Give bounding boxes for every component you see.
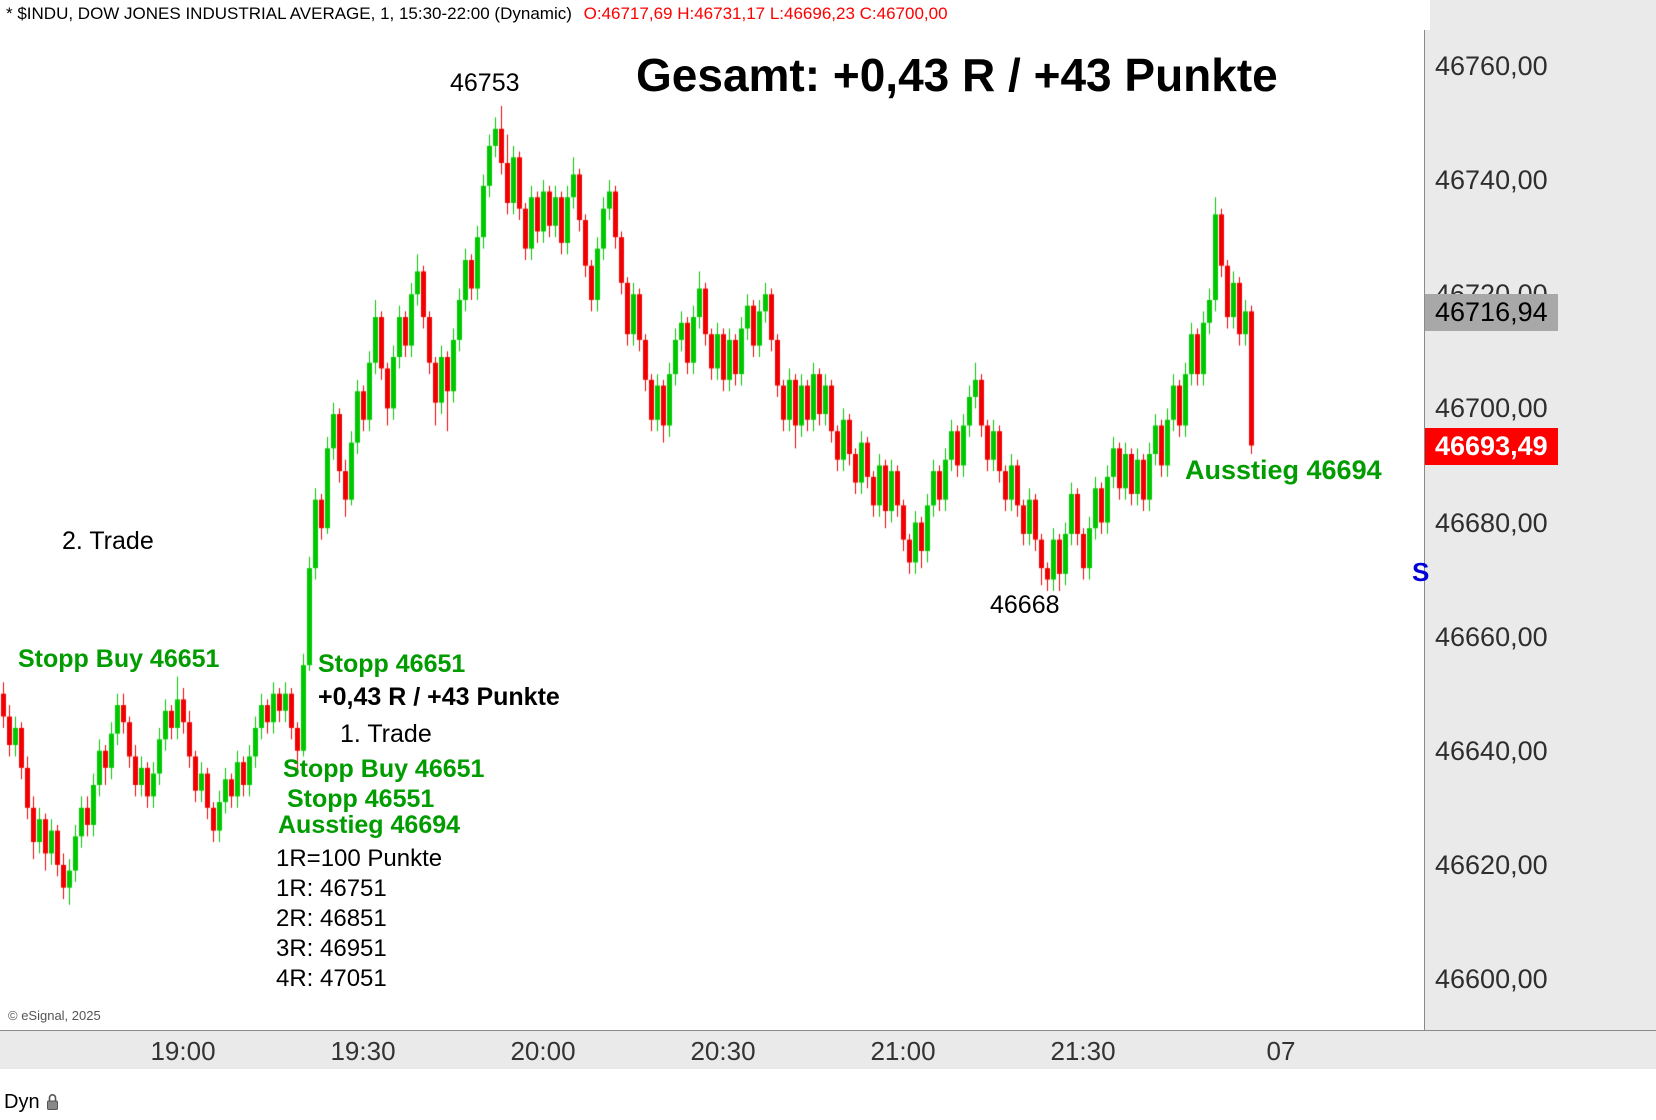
- price-marker-red: 46693,49: [1425, 427, 1558, 465]
- r-levels-annotation[interactable]: 1R=100 Punkte 1R: 46751 2R: 46851 3R: 46…: [276, 844, 442, 994]
- price-axis-label: 46600,00: [1435, 964, 1548, 994]
- price-axis-label: 46700,00: [1435, 393, 1548, 424]
- price-axis[interactable]: 46760,0046740,0046720,0046700,0046680,00…: [1424, 0, 1656, 1030]
- r-level-line: 2R: 46851: [276, 905, 387, 932]
- ausstieg-annotation-trade1[interactable]: Ausstieg 46694: [278, 811, 461, 839]
- symbol-title: * $INDU, DOW JONES INDUSTRIAL AVERAGE, 1…: [6, 4, 572, 23]
- stopp-buy-annotation-trade1[interactable]: Stopp Buy 46651: [283, 755, 485, 783]
- ausstieg-annotation-exit[interactable]: Ausstieg 46694: [1185, 455, 1382, 485]
- price-axis-label: 46680,00: [1435, 507, 1548, 538]
- chart-title-bar: * $INDU, DOW JONES INDUSTRIAL AVERAGE, 1…: [0, 0, 1430, 30]
- price-axis-label: 46760,00: [1435, 51, 1548, 81]
- result-annotation[interactable]: +0,43 R / +43 Punkte: [318, 683, 560, 711]
- headline-annotation[interactable]: Gesamt: +0,43 R / +43 Punkte: [636, 49, 1278, 101]
- time-axis-label: 19:30: [330, 1036, 396, 1066]
- session-low-label[interactable]: 46668: [990, 591, 1060, 619]
- chart-canvas[interactable]: [0, 0, 1424, 1030]
- axis-lock-icon[interactable]: [45, 1093, 60, 1112]
- time-axis-label: 19:00: [150, 1036, 216, 1066]
- time-axis-label: 21:30: [1050, 1036, 1116, 1066]
- bottom-strip: Dyn: [0, 1069, 1656, 1120]
- stopp-buy-annotation-left[interactable]: Stopp Buy 46651: [18, 645, 220, 673]
- r-level-line: 1R: 46751: [276, 875, 387, 902]
- clipped-blue-annotation[interactable]: S: [1412, 557, 1430, 587]
- price-marker-gray: 46716,94: [1425, 293, 1558, 331]
- time-axis[interactable]: 19:00 19:30 20:00 20:30 21:00 21:30 07: [0, 1030, 1656, 1069]
- time-axis-label: 20:00: [510, 1036, 576, 1066]
- time-axis-label: 21:00: [870, 1036, 936, 1066]
- price-axis-label: 46640,00: [1435, 735, 1548, 766]
- stopp-46651-annotation[interactable]: Stopp 46651: [318, 650, 466, 678]
- dyn-mode-label[interactable]: Dyn: [4, 1091, 40, 1113]
- r-level-line: 1R=100 Punkte: [276, 845, 443, 872]
- trade2-label[interactable]: 2. Trade: [62, 527, 154, 555]
- copyright-notice: © eSignal, 2025: [8, 1008, 101, 1023]
- price-axis-label: 46620,00: [1435, 849, 1548, 880]
- time-axis-label: 07: [1266, 1036, 1296, 1066]
- ohlc-readout: O:46717,69 H:46731,17 L:46696,23 C:46700…: [583, 4, 948, 23]
- session-high-label[interactable]: 46753: [450, 69, 520, 97]
- stopp-46551-annotation[interactable]: Stopp 46551: [287, 785, 435, 813]
- price-axis-label: 46740,00: [1435, 165, 1548, 196]
- trade1-label[interactable]: 1. Trade: [340, 720, 432, 748]
- r-level-line: 4R: 47051: [276, 965, 387, 992]
- time-axis-label: 20:30: [690, 1036, 756, 1066]
- r-level-line: 3R: 46951: [276, 935, 387, 962]
- price-axis-label: 46660,00: [1435, 621, 1548, 652]
